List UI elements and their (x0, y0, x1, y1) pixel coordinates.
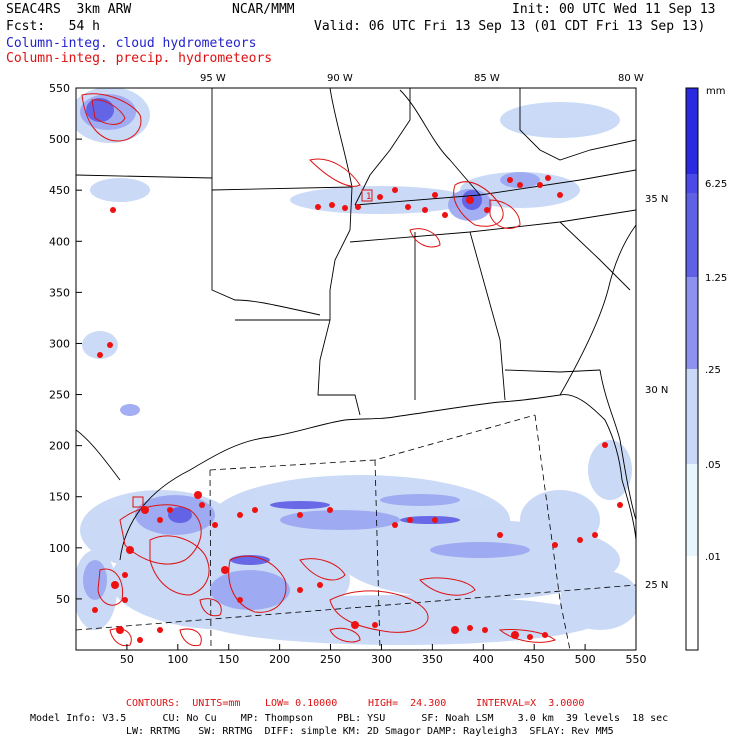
y-tick-label: 200 (49, 440, 70, 453)
forecast-hour: Fcst: 54 h (6, 19, 100, 34)
y-tick-label: 400 (49, 235, 70, 248)
colorbar-bin-1 (686, 88, 698, 174)
colorbar-unit: mm (706, 86, 725, 97)
x-tick-label: 300 (371, 653, 392, 666)
y-tick-label: 150 (49, 491, 70, 504)
colorbar-label-1-25: 1.25 (705, 273, 727, 284)
colorbar-bin-3 (686, 193, 698, 277)
y-tick-label: 300 (49, 337, 70, 350)
institution-label: NCAR/MMM (232, 2, 295, 17)
colorbar-bin-7 (686, 556, 698, 650)
contour-units: CONTOURS: UNITS=mm (126, 698, 241, 709)
plot-frame (75, 87, 637, 651)
y-tick-label: 250 (49, 389, 70, 402)
valid-time: Valid: 06 UTC Fri 13 Sep 13 (01 CDT Fri … (314, 19, 706, 34)
lat-label-35n: 35 N (645, 194, 668, 205)
station-marker (361, 189, 373, 202)
lat-label-25n: 25 N (645, 580, 668, 591)
y-tick-label: 350 (49, 286, 70, 299)
x-tick-label: 200 (269, 653, 290, 666)
colorbar-label-0-01: .01 (705, 552, 721, 563)
x-tick-label: 550 (626, 653, 647, 666)
lon-label-85w: 85 W (474, 73, 500, 84)
lon-label-95w: 95 W (200, 73, 226, 84)
precip-contours (81, 93, 557, 647)
model-info-line2: LW: RRTMG SW: RRTMG DIFF: simple KM: 2D … (126, 726, 614, 737)
y-tick-label: 450 (49, 184, 70, 197)
x-tick-label: 150 (218, 653, 239, 666)
model-title: SEAC4RS 3km ARW (6, 2, 132, 17)
colorbar-label-6-25: 6.25 (705, 179, 727, 190)
station-label: 1 (366, 192, 372, 202)
contour-high: HIGH= 24.300 (368, 698, 447, 709)
y-tick-label: 100 (49, 542, 70, 555)
lon-label-90w: 90 W (327, 73, 353, 84)
precip-field-label: Column-integ. precip. hydrometeors (6, 51, 273, 66)
colorbar-label-0-25: .25 (705, 365, 721, 376)
y-axis: 50 100 150 200 250 300 350 400 450 500 550 (49, 82, 82, 606)
lat-label-30n: 30 N (645, 385, 668, 396)
precip-cells (92, 175, 623, 643)
y-tick-label: 50 (56, 593, 70, 606)
x-tick-label: 350 (422, 653, 443, 666)
colorbar-bin-4 (686, 277, 698, 369)
x-tick-label: 50 (120, 653, 134, 666)
colorbar-bin-6 (686, 464, 698, 556)
x-tick-label: 400 (473, 653, 494, 666)
lon-label-80w: 80 W (618, 73, 644, 84)
y-tick-label: 550 (49, 82, 70, 95)
colorbar: mm 6.25 1.25 .25 .05 .01 (685, 86, 727, 651)
init-time: Init: 00 UTC Wed 11 Sep 13 (512, 2, 716, 17)
station-marker-2 (132, 496, 144, 508)
x-axis: 50 100 150 200 250 300 350 400 450 500 550 (120, 644, 647, 666)
contour-low: LOW= 0.10000 (265, 698, 338, 709)
colorbar-bin-2 (686, 174, 698, 193)
cloud-field-label: Column-integ. cloud hydrometeors (6, 36, 257, 51)
state-boundaries (76, 88, 636, 561)
x-tick-label: 450 (524, 653, 545, 666)
x-tick-label: 100 (167, 653, 188, 666)
contour-interval: INTERVAL=X 3.0000 (476, 698, 585, 709)
model-info-line1: Model Info: V3.5 CU: No Cu MP: Thompson … (30, 713, 669, 724)
colorbar-bin-5 (686, 369, 698, 464)
colorbar-label-0-05: .05 (705, 460, 721, 471)
x-tick-label: 500 (575, 653, 596, 666)
maritime-boundaries (76, 414, 636, 650)
x-tick-label: 250 (320, 653, 341, 666)
y-tick-label: 500 (49, 133, 70, 146)
